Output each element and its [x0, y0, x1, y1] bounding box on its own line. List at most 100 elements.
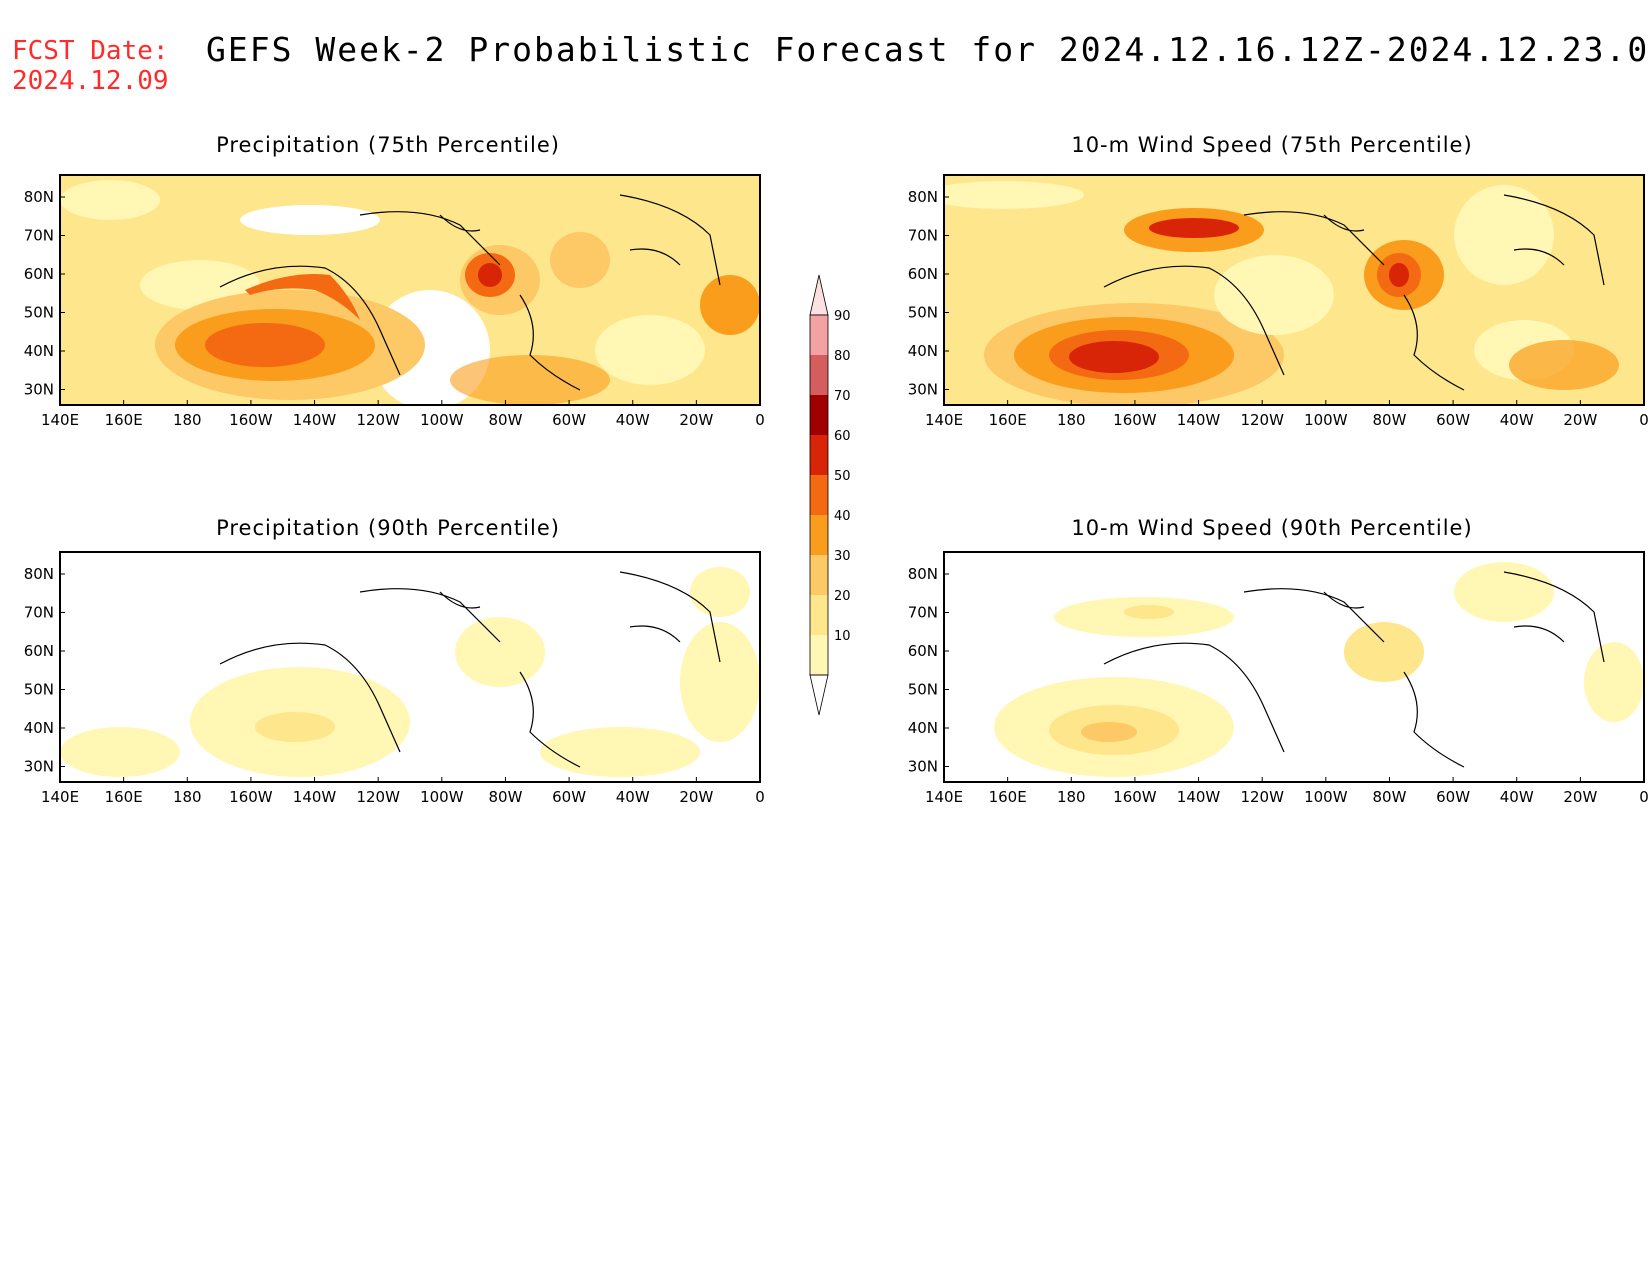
lat-tick-label: 50N	[908, 681, 938, 699]
lon-tick-label: 40W	[616, 788, 650, 806]
lat-tick-label: 40N	[24, 342, 54, 360]
colorbar-label: 60	[834, 429, 851, 444]
lon-tick-label: 160E	[989, 411, 1027, 429]
colorbar-border	[809, 314, 829, 676]
lon-tick-label: 20W	[1563, 788, 1597, 806]
lon-tick-label: 160W	[1113, 788, 1157, 806]
lon-tick-label: 140E	[925, 788, 963, 806]
lon-tick-label: 60W	[552, 788, 586, 806]
lat-tick-label: 70N	[908, 604, 938, 622]
lat-tick-label: 50N	[908, 304, 938, 322]
lon-tick-label: 140W	[1177, 788, 1221, 806]
colorbar-swatch	[810, 555, 828, 595]
colorbar-label: 50	[834, 469, 851, 484]
fcst-date-value: 2024.12.09	[12, 66, 169, 96]
lat-tick-label: 40N	[908, 719, 938, 737]
lat-tick-label: 50N	[24, 304, 54, 322]
colorbar: 90 80 70 60 50 40 30 20 10	[809, 274, 851, 716]
fcst-date-block: FCST Date: 2024.12.09	[12, 36, 169, 96]
lon-tick-label: 0	[1639, 788, 1649, 806]
colorbar-swatch	[810, 595, 828, 635]
lon-tick-label: 140E	[925, 411, 963, 429]
lon-tick-label: 180	[1057, 788, 1086, 806]
colorbar-label: 10	[834, 629, 851, 644]
colorbar-swatch	[810, 635, 828, 675]
lon-tick-label: 20W	[1563, 411, 1597, 429]
panel-title-precip-90: Precipitation (90th Percentile)	[216, 516, 560, 540]
lat-tick-label: 80N	[908, 188, 938, 206]
fcst-date-label: FCST Date:	[12, 36, 169, 66]
lat-tick-label: 80N	[24, 565, 54, 583]
lat-tick-label: 60N	[908, 642, 938, 660]
lat-tick-label: 50N	[24, 681, 54, 699]
lat-tick-label: 60N	[908, 265, 938, 283]
lat-tick-label: 70N	[24, 227, 54, 245]
colorbar-label: 90	[834, 309, 851, 324]
lat-tick-label: 60N	[24, 642, 54, 660]
panel-title-wind-75: 10-m Wind Speed (75th Percentile)	[1071, 133, 1473, 157]
lon-tick-label: 0	[755, 411, 765, 429]
lon-tick-label: 40W	[1500, 411, 1534, 429]
lon-tick-label: 120W	[356, 788, 400, 806]
lon-tick-label: 40W	[1500, 788, 1534, 806]
lon-tick-label: 20W	[679, 788, 713, 806]
lat-tick-label: 70N	[908, 227, 938, 245]
lon-tick-label: 140W	[293, 411, 337, 429]
lon-tick-label: 180	[173, 788, 202, 806]
lat-tick-label: 30N	[908, 758, 938, 776]
lon-tick-label: 140W	[293, 788, 337, 806]
lat-tick-label: 40N	[908, 342, 938, 360]
lon-tick-label: 60W	[1436, 411, 1470, 429]
lon-tick-label: 180	[1057, 411, 1086, 429]
lat-tick-label: 80N	[24, 188, 54, 206]
panel-title-precip-75: Precipitation (75th Percentile)	[216, 133, 560, 157]
lat-tick-label: 60N	[24, 265, 54, 283]
colorbar-swatch	[810, 395, 828, 435]
lat-tick-label: 30N	[24, 758, 54, 776]
lon-tick-label: 180	[173, 411, 202, 429]
page-title: GEFS Week-2 Probabilistic Forecast for 2…	[206, 30, 1650, 69]
colorbar-label: 30	[834, 549, 851, 564]
lon-tick-label: 160W	[229, 788, 273, 806]
lon-tick-label: 100W	[1304, 411, 1348, 429]
colorbar-top-triangle	[809, 274, 829, 316]
lon-tick-label: 120W	[1240, 788, 1284, 806]
lon-tick-label: 80W	[488, 411, 522, 429]
map-panel-precip-75	[59, 174, 761, 406]
colorbar-label: 70	[834, 389, 851, 404]
map-panel-wind-75	[943, 174, 1645, 406]
lat-tick-label: 70N	[24, 604, 54, 622]
lon-tick-label: 160W	[229, 411, 273, 429]
lon-tick-label: 80W	[1372, 788, 1406, 806]
colorbar-swatch	[810, 315, 828, 355]
lon-tick-label: 100W	[1304, 788, 1348, 806]
panel-title-wind-90: 10-m Wind Speed (90th Percentile)	[1071, 516, 1473, 540]
colorbar-swatch	[810, 475, 828, 515]
lon-tick-label: 140W	[1177, 411, 1221, 429]
lat-tick-label: 40N	[24, 719, 54, 737]
lon-tick-label: 120W	[1240, 411, 1284, 429]
lon-tick-label: 160E	[105, 411, 143, 429]
map-panel-precip-90	[59, 551, 761, 783]
lat-tick-label: 80N	[908, 565, 938, 583]
lon-tick-label: 100W	[420, 788, 464, 806]
lon-tick-label: 160E	[105, 788, 143, 806]
lon-tick-label: 140E	[41, 411, 79, 429]
lat-tick-label: 30N	[908, 381, 938, 399]
colorbar-label: 20	[834, 589, 851, 604]
lon-tick-label: 160W	[1113, 411, 1157, 429]
lon-tick-label: 160E	[989, 788, 1027, 806]
colorbar-label: 40	[834, 509, 851, 524]
lon-tick-label: 120W	[356, 411, 400, 429]
colorbar-label: 80	[834, 349, 851, 364]
colorbar-swatch	[810, 435, 828, 475]
lon-tick-label: 40W	[616, 411, 650, 429]
lon-tick-label: 80W	[1372, 411, 1406, 429]
lat-tick-label: 30N	[24, 381, 54, 399]
map-panel-wind-90	[943, 551, 1645, 783]
lon-tick-label: 80W	[488, 788, 522, 806]
lon-tick-label: 0	[1639, 411, 1649, 429]
lon-tick-label: 20W	[679, 411, 713, 429]
lon-tick-label: 140E	[41, 788, 79, 806]
